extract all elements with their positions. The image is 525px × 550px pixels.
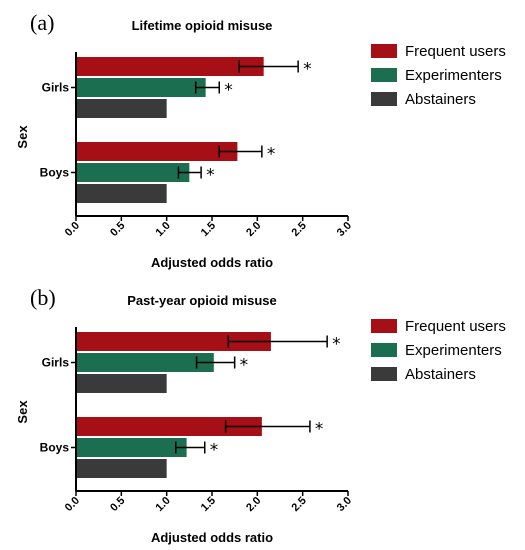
panel-letter: (b)	[30, 285, 56, 310]
x-axis-title: Adjusted odds ratio	[151, 255, 273, 270]
x-tick-label: 1.5	[199, 495, 218, 514]
chart-title: Past-year opioid misuse	[127, 293, 277, 308]
legend-swatch	[371, 68, 397, 82]
significance-marker: *	[303, 60, 312, 80]
significance-marker: *	[332, 335, 341, 355]
legend-swatch	[371, 319, 397, 333]
panel-b-past-year-chart: (b) Past-year opioid misuse 0.0 0.5 1.0 1.5 2.…	[15, 285, 506, 545]
significance-marker: *	[315, 420, 324, 440]
significance-marker: *	[267, 145, 276, 165]
x-tick-label: 0.5	[108, 495, 127, 514]
bar-abstainers-girls	[77, 374, 167, 393]
bar-experimenters-boys	[77, 163, 190, 182]
x-tick-label: 0.5	[108, 220, 127, 239]
category-label-boys: Boys	[40, 441, 70, 455]
x-tick-label: 1.0	[153, 220, 172, 239]
legend-label: Frequent users	[405, 318, 506, 335]
bar-abstainers-boys	[77, 184, 167, 203]
category-label-girls: Girls	[42, 81, 70, 95]
panel-letter: (a)	[30, 10, 54, 35]
bar-abstainers-girls	[77, 99, 167, 118]
legend-swatch	[371, 44, 397, 58]
significance-marker: *	[210, 441, 219, 461]
category-label-boys: Boys	[40, 166, 70, 180]
significance-marker: *	[224, 81, 233, 101]
x-tick-label: 3.0	[335, 220, 354, 239]
bar-experimenters-boys	[77, 438, 187, 457]
x-tick-label: 0.0	[63, 220, 82, 239]
significance-marker: *	[206, 166, 215, 186]
chart-title: Lifetime opioid misuse	[132, 18, 273, 33]
x-axis-title: Adjusted odds ratio	[151, 530, 273, 545]
bar-frequent-users-girls	[77, 332, 271, 351]
legend-swatch	[371, 343, 397, 357]
bar-abstainers-boys	[77, 459, 167, 478]
bar-experimenters-girls	[77, 353, 214, 372]
x-tick-label: 1.5	[199, 220, 218, 239]
x-tick-label: 3.0	[335, 495, 354, 514]
y-axis-title: Sex	[15, 125, 30, 149]
bar-experimenters-girls	[77, 78, 206, 97]
x-tick-label: 0.0	[63, 495, 82, 514]
legend-label: Experimenters	[405, 67, 502, 84]
x-tick-label: 1.0	[153, 495, 172, 514]
x-tick-label: 2.5	[289, 220, 308, 239]
legend-label: Abstainers	[405, 91, 476, 108]
bar-frequent-users-boys	[77, 142, 238, 161]
x-tick-label: 2.0	[244, 220, 263, 239]
bar-frequent-users-boys	[77, 417, 262, 436]
bar-frequent-users-girls	[77, 57, 264, 76]
x-tick-label: 2.0	[244, 495, 263, 514]
y-axis-title: Sex	[15, 400, 30, 424]
category-label-girls: Girls	[42, 356, 70, 370]
legend-label: Abstainers	[405, 366, 476, 383]
legend-label: Experimenters	[405, 342, 502, 359]
significance-marker: *	[240, 356, 249, 376]
legend-label: Frequent users	[405, 43, 506, 60]
legend-swatch	[371, 367, 397, 381]
panel-a-lifetime-chart: (a) Lifetime opioid misuse 0.0 0.5 1.0 1.5 2.0…	[15, 10, 506, 270]
x-tick-label: 2.5	[289, 495, 308, 514]
legend-swatch	[371, 92, 397, 106]
